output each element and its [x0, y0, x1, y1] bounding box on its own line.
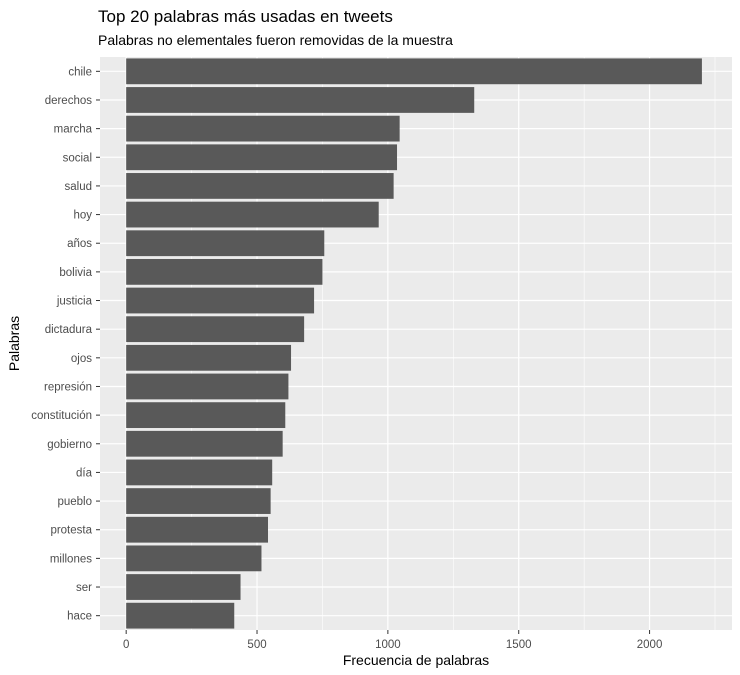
- x-tick-label: 0: [123, 639, 129, 651]
- y-tick-label: salud: [65, 181, 93, 193]
- x-tick-label: 2000: [637, 639, 663, 651]
- chart-subtitle: Palabras no elementales fueron removidas…: [98, 32, 453, 48]
- bar-justicia: [126, 287, 315, 314]
- x-tick-label: 1500: [506, 639, 532, 651]
- y-tick-label: bolivia: [59, 267, 92, 279]
- y-tick-label: hace: [67, 611, 92, 623]
- y-tick-label: ser: [76, 582, 92, 594]
- y-tick-label: represión: [44, 381, 92, 393]
- plot-panel: [100, 57, 732, 630]
- bar-dictadura: [126, 316, 305, 343]
- bar-ser: [126, 574, 241, 600]
- y-tick-label: ojos: [71, 353, 92, 365]
- bar-marcha: [126, 115, 400, 142]
- bar-bolivia: [126, 258, 323, 285]
- y-tick-label: años: [67, 238, 92, 250]
- chart-title: Top 20 palabras más usadas en tweets: [98, 7, 393, 26]
- x-axis-title: Frecuencia de palabras: [343, 652, 489, 668]
- bar-represión: [126, 373, 289, 400]
- bar-ojos: [126, 344, 292, 371]
- bar-derechos: [126, 87, 475, 113]
- y-tick-label: día: [76, 467, 93, 479]
- y-tick-label: chile: [68, 66, 92, 78]
- x-tick-label: 500: [247, 639, 266, 651]
- bar-día: [126, 459, 273, 486]
- y-axis-title: Palabras: [6, 316, 22, 371]
- y-tick-label: millones: [50, 553, 92, 565]
- y-tick-label: justicia: [56, 296, 93, 308]
- bar-hace: [126, 602, 235, 629]
- y-tick-label: social: [63, 152, 92, 164]
- axes: chile derechos marcha social salud hoy años bol…: [31, 66, 662, 651]
- x-tick-label: 1000: [375, 639, 401, 651]
- bar-chile: [126, 58, 702, 85]
- bar-pueblo: [126, 488, 271, 514]
- bar-gobierno: [126, 430, 283, 457]
- y-tick-label: dictadura: [45, 324, 93, 336]
- y-tick-label: marcha: [54, 124, 93, 136]
- bar-constitución: [126, 402, 286, 429]
- y-tick-label: gobierno: [47, 439, 92, 451]
- bar-millones: [126, 545, 262, 572]
- bar-social: [126, 144, 398, 171]
- bar-protesta: [126, 516, 269, 543]
- y-tick-label: pueblo: [57, 496, 92, 508]
- y-tick-label: hoy: [73, 210, 92, 222]
- bar-salud: [126, 173, 394, 199]
- bars: [126, 58, 702, 629]
- y-tick-label: constitución: [31, 410, 92, 422]
- bar-años: [126, 230, 325, 257]
- y-tick-label: derechos: [45, 95, 93, 107]
- y-tick-label: protesta: [50, 525, 92, 537]
- bar-hoy: [126, 201, 379, 228]
